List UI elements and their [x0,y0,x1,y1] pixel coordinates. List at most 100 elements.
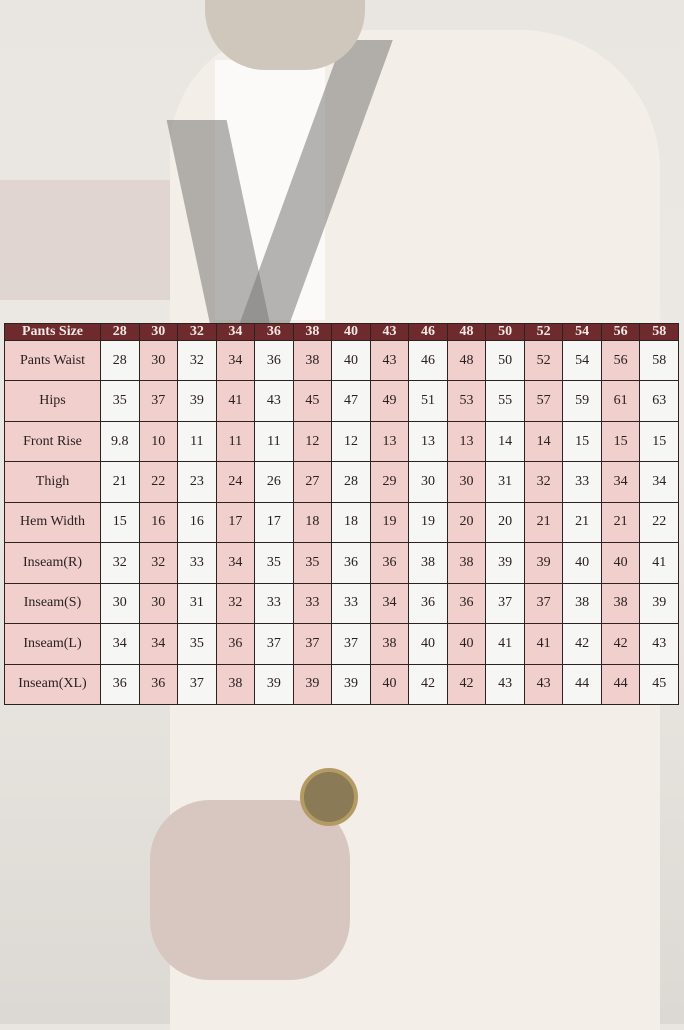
table-cell: 36 [138,663,179,705]
table-cell: 47 [331,380,371,422]
table-row: Front Rise 9.8 10 11 11 11 12 12 13 13 13 14 14 15 15 1… [4,420,679,463]
table-cell: 22 [138,461,179,503]
table-cell: 30 [100,582,140,625]
watch [300,768,358,826]
table-cell: 32 [177,339,217,382]
table-cell: 43 [639,623,679,665]
table-cell: 34 [215,542,256,584]
table-cell: 21 [562,501,602,544]
table-cell: 32 [138,542,179,584]
table-cell: 17 [254,501,294,544]
table-cell: 41 [485,623,525,665]
table-cell: 32 [523,461,564,503]
table-cell: 59 [562,380,602,422]
table-cell: 37 [331,623,371,665]
table-cell: 61 [600,380,641,422]
row-label: Inseam(XL) [4,663,101,705]
table-cell: 41 [523,623,564,665]
table-cell: 41 [639,542,679,584]
table-cell: 11 [215,420,256,463]
background-shade [0,180,170,300]
table-cell: 32 [100,542,140,584]
table-row: Pants Waist 28 30 32 34 36 38 40 43 46 48 50 52 54 56 5… [4,339,679,382]
row-label: Pants Waist [4,339,101,382]
table-cell: 22 [639,501,679,544]
table-cell: 21 [600,501,641,544]
table-cell: 19 [408,501,448,544]
row-label: Inseam(L) [4,623,101,665]
header-size: 58 [639,323,679,341]
header-label: Pants Size [4,323,101,341]
header-size: 34 [215,323,256,341]
table-row: Hips 35 37 39 41 43 45 47 49 51 53 55 57 59 61 63 [4,380,679,422]
table-cell: 56 [600,339,641,382]
table-cell: 15 [600,420,641,463]
table-cell: 38 [369,623,410,665]
table-cell: 39 [254,663,294,705]
header-size: 38 [292,323,333,341]
table-row: Inseam(L) 34 34 35 36 37 37 37 38 40 40 41 41 42 42 43 [4,623,679,665]
row-label: Inseam(R) [4,542,101,584]
table-cell: 11 [254,420,294,463]
table-cell: 39 [639,582,679,625]
table-cell: 37 [138,380,179,422]
table-cell: 43 [254,380,294,422]
size-chart-table: Pants Size 28 30 32 34 36 38 40 43 46 48 50 52 54 56 5… [4,323,679,705]
table-cell: 34 [138,623,179,665]
table-cell: 36 [446,582,487,625]
header-size: 46 [408,323,448,341]
table-cell: 58 [639,339,679,382]
table-cell: 29 [369,461,410,503]
row-label: Front Rise [4,420,101,463]
table-cell: 20 [485,501,525,544]
table-cell: 20 [446,501,487,544]
header-size: 54 [562,323,602,341]
table-cell: 33 [292,582,333,625]
table-cell: 21 [100,461,140,503]
table-row: Thigh 21 22 23 24 26 27 28 29 30 30 31 32 33 34 34 [4,461,679,503]
table-cell: 14 [485,420,525,463]
table-cell: 37 [177,663,217,705]
table-cell: 38 [562,582,602,625]
table-cell: 15 [100,501,140,544]
table-cell: 39 [523,542,564,584]
table-cell: 42 [408,663,448,705]
table-row: Inseam(XL) 36 36 37 38 39 39 39 40 42 42 43 43 44 44 45 [4,663,679,705]
table-cell: 27 [292,461,333,503]
table-cell: 38 [408,542,448,584]
table-cell: 45 [639,663,679,705]
header-size: 48 [446,323,487,341]
table-cell: 43 [485,663,525,705]
table-cell: 12 [331,420,371,463]
table-cell: 55 [485,380,525,422]
table-cell: 34 [639,461,679,503]
header-size: 40 [331,323,371,341]
table-cell: 36 [215,623,256,665]
table-cell: 36 [254,339,294,382]
table-cell: 41 [215,380,256,422]
header-size: 50 [485,323,525,341]
table-cell: 40 [562,542,602,584]
header-size: 52 [523,323,564,341]
table-cell: 33 [177,542,217,584]
table-cell: 36 [331,542,371,584]
table-cell: 14 [523,420,564,463]
table-cell: 19 [369,501,410,544]
table-cell: 44 [600,663,641,705]
table-cell: 21 [523,501,564,544]
table-cell: 35 [100,380,140,422]
table-cell: 37 [292,623,333,665]
table-cell: 30 [408,461,448,503]
header-size: 56 [600,323,641,341]
table-cell: 49 [369,380,410,422]
table-cell: 50 [485,339,525,382]
table-cell: 42 [446,663,487,705]
table-cell: 28 [331,461,371,503]
table-cell: 37 [523,582,564,625]
table-cell: 40 [369,663,410,705]
row-label: Thigh [4,461,101,503]
table-cell: 40 [331,339,371,382]
table-cell: 52 [523,339,564,382]
table-cell: 45 [292,380,333,422]
table-cell: 35 [254,542,294,584]
